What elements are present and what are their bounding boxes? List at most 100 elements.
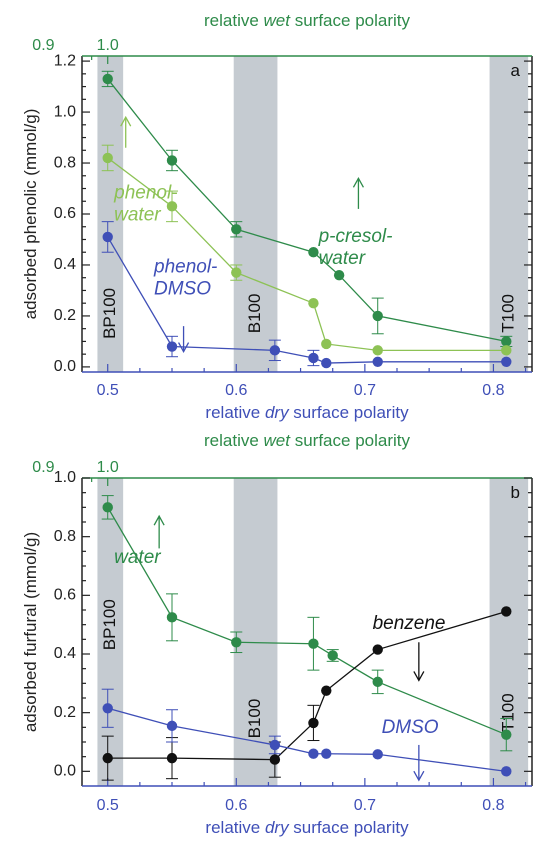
x-axis-label: relative dry surface polarity: [205, 403, 409, 422]
data-point: [166, 720, 178, 732]
data-point: [102, 152, 113, 164]
data-point: [308, 297, 319, 309]
series-water: [101, 495, 513, 752]
annotation-text: phenol-: [113, 183, 177, 204]
annotation-text: benzene: [373, 613, 446, 634]
y-tick-label: 0.4: [54, 645, 76, 662]
x2-axis-label-part: wet: [264, 431, 292, 450]
x2-tick-label: 0.9: [32, 459, 54, 476]
annotation-text: phenol-: [153, 257, 217, 278]
data-point: [501, 356, 512, 368]
band-B100: [233, 56, 278, 372]
series-phenol-water: [101, 144, 512, 356]
x-axis-label-part: relative: [205, 403, 265, 422]
annotation-text: p-cresol-: [318, 226, 393, 247]
data-point: [372, 345, 383, 356]
y-tick-label: 0.6: [54, 205, 76, 222]
y-axis-label: adsorbed furfural (mmol/g): [21, 532, 40, 732]
annotation-text: water: [319, 248, 366, 269]
data-point: [166, 752, 178, 764]
y-tick-label: 1.2: [54, 52, 76, 69]
band-T100: [489, 56, 529, 372]
x-tick-label: 0.8: [482, 382, 504, 399]
data-point: [501, 766, 512, 777]
x2-axis-label-part: relative: [204, 431, 264, 450]
series-line: [107, 507, 507, 736]
data-point: [308, 717, 319, 729]
y-tick-label: 0.0: [54, 358, 76, 375]
annotation-text: water: [114, 205, 161, 226]
x2-axis-label-part: surface polarity: [290, 11, 410, 30]
data-point: [166, 201, 178, 212]
data-point: [321, 338, 332, 350]
x2-tick-label: 1.0: [97, 37, 119, 54]
x2-axis-label-part: surface polarity: [290, 431, 410, 450]
y-axis-label: adsorbed phenolic (mmol/g): [21, 109, 40, 320]
x2-axis-label-part: wet: [264, 11, 292, 30]
data-point: [102, 703, 113, 714]
arrow-head: [178, 342, 190, 353]
series-p-cresol-water: [101, 70, 513, 348]
data-point: [166, 612, 178, 623]
arrow-head: [413, 671, 425, 682]
x-tick-label: 0.5: [97, 382, 119, 399]
y-tick-label: 0.2: [54, 307, 76, 324]
data-point: [308, 352, 319, 364]
data-point: [166, 341, 178, 352]
data-point: [333, 269, 345, 281]
band-label: T100: [498, 693, 517, 732]
y-tick-label: 0.0: [54, 763, 76, 780]
chart-panel-a: BP100 B100 T100 0.0 0.2 0.4 0.6 0.8 1.0 1.2 0.5 0.6…: [21, 11, 533, 422]
chart-panel-b: BP100 B100 T100 0.0 0.2 0.4 0.6 0.8 1.0 0.5 0.6 0.7…: [21, 431, 533, 837]
panel-label: b: [511, 483, 520, 502]
data-point: [231, 637, 242, 648]
data-point: [321, 748, 332, 759]
arrow-head: [352, 176, 364, 188]
data-point: [102, 73, 113, 85]
x-axis-label-part: dry: [265, 403, 290, 422]
y-tick-label: 0.6: [54, 587, 76, 604]
x-axis-label-part: surface polarity: [289, 818, 409, 837]
x-axis-label-part: relative: [205, 818, 265, 837]
band-label: T100: [498, 294, 517, 333]
arrow-head: [153, 514, 165, 526]
data-point: [501, 606, 512, 617]
arrow-head: [413, 770, 425, 782]
x-tick-label: 0.5: [97, 797, 119, 814]
data-point: [231, 267, 242, 278]
x2-tick-label: 0.9: [32, 37, 54, 54]
data-point: [321, 685, 332, 696]
band-BP100: [97, 56, 124, 372]
annotation-text: DMSO: [382, 717, 439, 738]
x2-axis-label: relative wet surface polarity: [204, 11, 410, 30]
series-line: [107, 78, 507, 343]
y-tick-label: 1.0: [54, 103, 76, 120]
data-point: [372, 676, 383, 688]
data-point: [102, 231, 113, 243]
data-point: [102, 752, 113, 764]
x-axis-label-part: dry: [265, 818, 290, 837]
data-point: [308, 748, 319, 759]
band-label: B100: [245, 294, 264, 334]
data-point: [501, 336, 512, 347]
y-tick-label: 0.2: [54, 704, 76, 721]
series-DMSO: [101, 688, 512, 777]
x-tick-label: 0.8: [482, 797, 504, 814]
x-tick-label: 0.7: [354, 797, 376, 814]
band-T100: [489, 478, 529, 786]
x-tick-label: 0.6: [225, 382, 247, 399]
x2-tick-label: 1.0: [97, 459, 119, 476]
data-point: [308, 638, 319, 649]
annotation-text: water: [114, 547, 161, 568]
y-tick-label: 0.8: [54, 528, 76, 545]
data-point: [327, 650, 338, 661]
x2-axis-label-part: relative: [204, 11, 264, 30]
data-point: [102, 502, 113, 513]
data-point: [308, 247, 319, 258]
y-tick-label: 0.8: [54, 154, 76, 171]
data-point: [372, 749, 383, 760]
y-tick-label: 1.0: [54, 469, 76, 486]
x-tick-label: 0.7: [354, 382, 376, 399]
band-label: BP100: [100, 599, 119, 650]
series-phenol-DMSO: [101, 221, 512, 369]
